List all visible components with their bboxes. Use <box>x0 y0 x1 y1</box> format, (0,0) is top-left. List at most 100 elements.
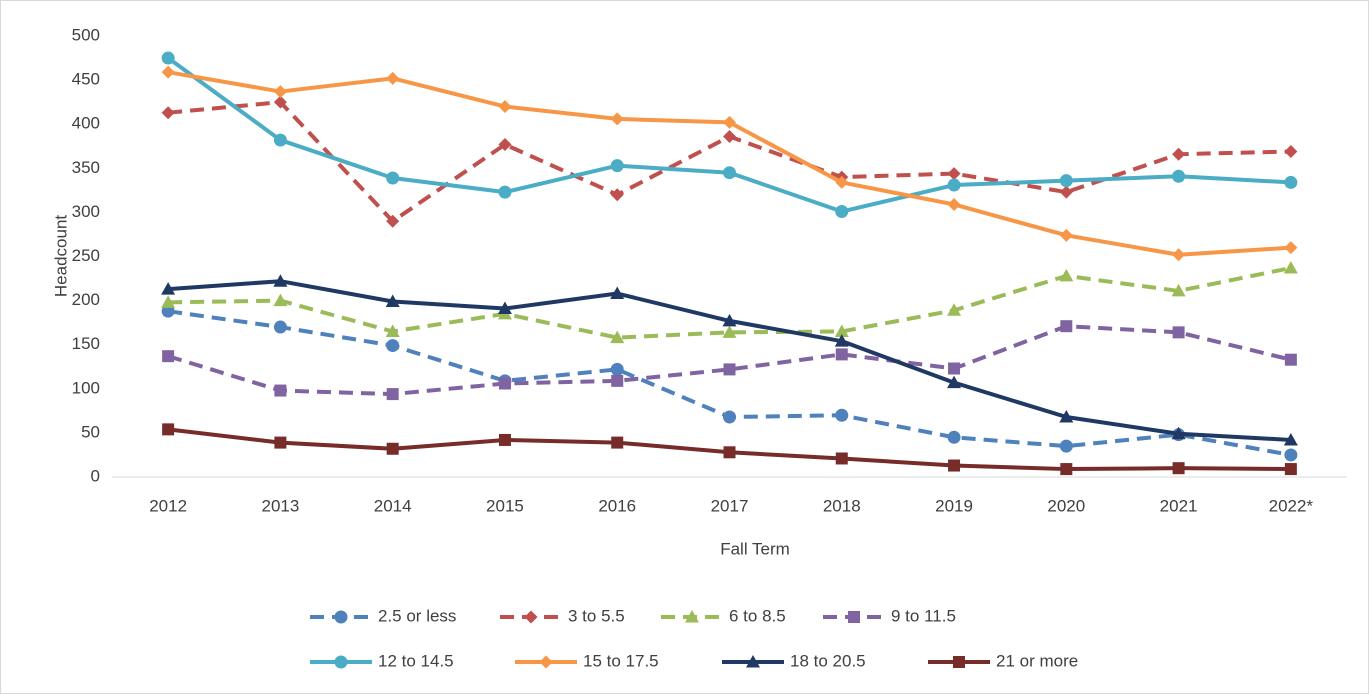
marker <box>610 188 624 202</box>
x-tick-label: 2017 <box>711 496 749 515</box>
x-tick-label: 2020 <box>1047 496 1085 515</box>
series-line <box>167 324 1292 397</box>
marker <box>161 65 175 79</box>
series <box>162 423 1297 476</box>
marker <box>539 655 553 669</box>
legend-label: 12 to 14.5 <box>378 651 454 670</box>
legend-label: 9 to 11.5 <box>891 606 956 625</box>
marker <box>273 274 288 287</box>
legend-entry: 9 to 11.5 <box>823 606 956 625</box>
marker <box>723 363 736 376</box>
marker <box>274 384 287 397</box>
legend-label: 2.5 or less <box>378 606 456 625</box>
marker <box>953 656 965 668</box>
marker <box>848 611 860 623</box>
marker <box>1284 353 1297 366</box>
marker <box>1284 463 1297 476</box>
marker <box>334 610 348 624</box>
marker <box>610 112 624 126</box>
series <box>161 260 1298 344</box>
legend-label: 3 to 5.5 <box>568 606 625 625</box>
x-axis-title: Fall Term <box>720 539 790 558</box>
marker <box>1059 174 1073 188</box>
marker <box>497 301 512 315</box>
legend-label: 15 to 17.5 <box>583 651 659 670</box>
marker <box>386 339 400 353</box>
marker <box>161 295 176 308</box>
marker <box>273 85 287 99</box>
marker <box>273 133 287 147</box>
marker <box>386 388 399 401</box>
marker <box>834 324 849 337</box>
y-tick-label: 200 <box>72 290 100 309</box>
x-tick-label: 2019 <box>935 496 973 515</box>
y-tick-label: 450 <box>72 70 100 89</box>
marker <box>723 166 736 180</box>
marker <box>947 167 961 181</box>
marker <box>498 377 511 390</box>
marker <box>1283 432 1298 446</box>
marker <box>1284 448 1298 462</box>
marker <box>1059 410 1074 423</box>
legend-entry: 18 to 20.5 <box>722 651 866 670</box>
marker <box>611 436 624 449</box>
legend-entry: 12 to 14.5 <box>310 651 454 670</box>
marker <box>746 655 760 668</box>
y-tick-label: 150 <box>72 334 100 353</box>
legend-label: 18 to 20.5 <box>790 651 866 670</box>
y-tick-label: 400 <box>72 114 100 133</box>
marker <box>723 446 736 459</box>
legend-entry: 2.5 or less <box>310 606 456 625</box>
x-tick-label: 2013 <box>261 496 299 515</box>
marker <box>385 324 400 337</box>
y-axis-title: Headcount <box>51 215 70 298</box>
marker <box>1059 185 1073 199</box>
marker <box>948 459 961 472</box>
marker <box>273 95 287 109</box>
y-tick-label: 100 <box>72 378 100 397</box>
marker <box>1060 320 1073 333</box>
y-tick-label: 300 <box>72 202 100 221</box>
marker <box>610 330 625 344</box>
marker <box>1172 462 1185 475</box>
marker <box>947 430 961 444</box>
marker <box>1172 248 1186 262</box>
y-tick-label: 0 <box>91 466 100 485</box>
x-tick-label: 2012 <box>149 496 187 515</box>
marker <box>1172 147 1186 161</box>
marker <box>385 294 400 307</box>
legend-entry: 6 to 8.5 <box>661 606 786 625</box>
marker <box>835 408 849 422</box>
marker <box>947 303 962 316</box>
legend-label: 21 or more <box>996 651 1078 670</box>
marker <box>273 320 287 334</box>
marker <box>1284 175 1298 189</box>
marker <box>1172 169 1186 183</box>
marker <box>1172 326 1185 339</box>
x-tick-label: 2022* <box>1269 496 1314 515</box>
series <box>162 320 1297 401</box>
y-tick-label: 350 <box>72 158 100 177</box>
marker <box>498 100 512 114</box>
legend-label: 6 to 8.5 <box>729 606 786 625</box>
marker <box>723 130 736 144</box>
marker <box>524 610 538 624</box>
marker <box>1284 241 1298 255</box>
y-tick-label: 250 <box>72 246 100 265</box>
marker <box>161 304 175 318</box>
marker <box>948 362 961 375</box>
marker <box>610 362 624 376</box>
y-tick-label: 50 <box>81 422 100 441</box>
marker <box>498 433 511 446</box>
y-tick-label: 500 <box>72 25 100 44</box>
marker <box>835 205 849 219</box>
marker <box>1059 439 1073 453</box>
marker <box>610 159 624 173</box>
x-tick-label: 2021 <box>1160 496 1198 515</box>
marker <box>1283 260 1298 274</box>
marker <box>947 178 961 192</box>
marker <box>685 610 699 623</box>
marker <box>1284 145 1298 159</box>
